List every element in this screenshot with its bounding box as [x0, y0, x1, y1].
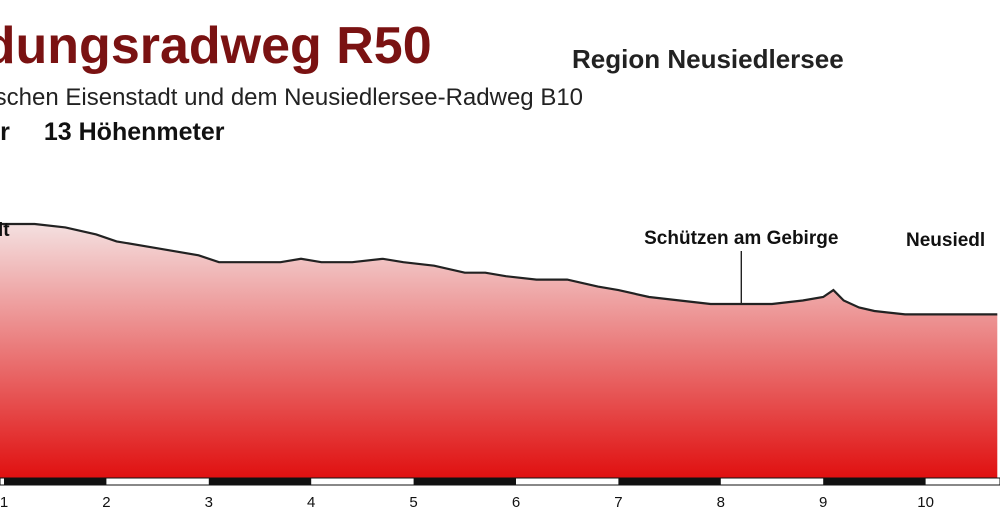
axis-segment — [823, 478, 926, 485]
x-tick-label: 1 — [0, 494, 8, 511]
axis-segment — [4, 478, 107, 485]
x-axis: 1 2 3 4 5 6 7 8 9 10 — [0, 477, 1000, 511]
elevation-area — [0, 224, 998, 478]
x-tick-label: 6 — [512, 494, 520, 511]
x-tick-label: 5 — [409, 494, 417, 511]
place-label: Schützen am Gebirge — [644, 228, 838, 249]
axis-segment — [413, 478, 516, 485]
axis-segment — [208, 478, 312, 485]
route-stats: eter 13 Höhenmeter — [0, 118, 259, 147]
place-label: lt — [0, 220, 10, 241]
x-tick-label: 3 — [205, 494, 213, 511]
x-tick-label: 4 — [307, 494, 315, 511]
length-stat: eter — [0, 118, 10, 146]
x-tick-label: 8 — [717, 494, 725, 511]
axis-segment — [618, 478, 721, 485]
x-tick-label: 2 — [102, 494, 110, 511]
page-title: ndungsradweg R50 — [0, 17, 432, 75]
region-label: Region Neusiedlersee — [572, 44, 844, 74]
elevation-line — [0, 222, 998, 316]
route-subtitle: zwischen Eisenstadt und dem Neusiedlerse… — [0, 84, 584, 111]
x-tick-label: 10 — [917, 494, 934, 511]
elevation-stat: 13 Höhenmeter — [43, 118, 225, 146]
place-labels: lt Schützen am Gebirge Neusiedl — [0, 220, 985, 251]
place-label: Neusiedl — [906, 230, 985, 251]
x-tick-label: 9 — [819, 494, 827, 511]
x-tick-label: 7 — [614, 494, 622, 511]
